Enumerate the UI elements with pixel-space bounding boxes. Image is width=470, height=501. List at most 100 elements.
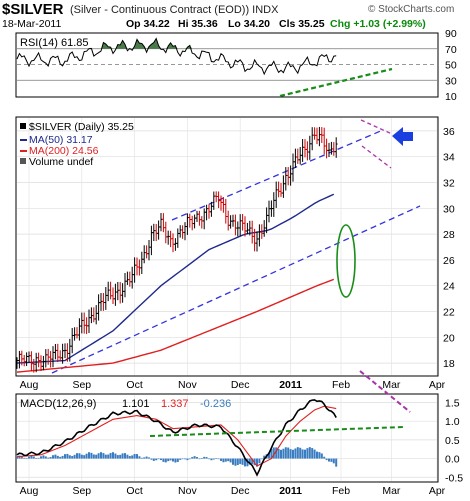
macd-histogram-bar	[256, 458, 258, 467]
macd-histogram-bar	[294, 448, 297, 459]
macd-histogram-bar	[239, 458, 242, 464]
macd-histogram-bar	[210, 458, 213, 461]
price-bars	[15, 126, 338, 373]
macd-histogram-bar	[200, 458, 203, 459]
macd-histogram-bar	[131, 455, 134, 459]
macd-histogram-bar	[292, 449, 294, 459]
macd-histogram-bar	[78, 453, 81, 459]
macd-histogram-bar	[124, 453, 126, 459]
macd-histogram-bar	[311, 448, 314, 459]
macd-histogram-bar	[205, 457, 208, 459]
macd-histogram-bar	[296, 447, 299, 459]
macd-histogram-bar	[155, 458, 158, 461]
price-tick-label: 22	[443, 307, 455, 319]
macd-histogram-bar	[28, 456, 30, 459]
macd-tick-label: 0.0	[445, 454, 460, 466]
price-legend-swatch	[20, 123, 26, 129]
macd-histogram-bar	[56, 455, 59, 459]
macd-histogram-bar	[61, 455, 64, 459]
price-tick-label: 20	[443, 332, 455, 344]
macd-histogram-bar	[102, 453, 105, 459]
macd-histogram-bar	[222, 458, 225, 463]
price-x-tick-label: Nov	[178, 379, 197, 391]
macd-histogram-bar	[90, 452, 93, 459]
macd-histogram-bar	[23, 457, 26, 459]
gap-ellipse	[336, 224, 356, 298]
macd-histogram	[16, 447, 338, 467]
macd-histogram-bar	[25, 458, 28, 459]
macd-histogram-bar	[104, 454, 107, 459]
macd-histogram-bar	[148, 457, 150, 459]
macd-histogram-bar	[152, 458, 155, 461]
macd-histogram-bar	[193, 456, 196, 459]
macd-value: 1.101	[122, 398, 150, 410]
macd-histogram-bar	[157, 458, 160, 460]
rsi-tick-label: 50	[445, 60, 457, 72]
quote-date: 18-Mar-2011	[2, 18, 62, 30]
macd-histogram-bar	[73, 454, 76, 459]
macd-histogram-bar	[335, 458, 338, 467]
macd-histogram-bar	[318, 452, 321, 459]
macd-histogram-bar	[126, 454, 129, 459]
macd-histogram-bar	[263, 455, 266, 459]
macd-x-tick-label: Nov	[178, 485, 197, 497]
macd-histogram-bar	[145, 456, 148, 459]
macd-x-tick-label: Dec	[231, 485, 250, 497]
ma200-legend: MA(200) 24.56	[29, 145, 99, 157]
macd-histogram-bar	[49, 457, 52, 459]
macd-histogram-bar	[236, 458, 239, 466]
price-tick-label: 28	[443, 229, 455, 241]
macd-histogram-bar	[40, 456, 42, 459]
macd-histogram-bar	[330, 458, 333, 462]
macd-tick-label: 0.5	[445, 435, 460, 447]
macd-histogram-bar	[308, 447, 311, 459]
macd-histogram-bar	[241, 458, 244, 465]
volume-legend-swatch	[20, 158, 26, 164]
macd-histogram-bar	[88, 452, 90, 459]
macd-histogram-bar	[212, 458, 215, 460]
macd-histogram-bar	[325, 458, 328, 461]
macd-x-tick-label: Oct	[126, 485, 142, 497]
macd-histogram-bar	[71, 456, 74, 459]
ma50-legend: MA(50) 31.17	[29, 134, 93, 146]
macd-histogram-bar	[167, 458, 170, 462]
macd-histogram-bar	[172, 458, 174, 462]
macd-histogram-bar	[224, 458, 227, 462]
macd-histogram-bar	[119, 454, 122, 459]
macd-histogram-bar	[18, 455, 21, 459]
macd-histogram-bar	[68, 455, 71, 459]
macd-histogram-bar	[287, 447, 290, 459]
flag-top-line	[360, 119, 393, 135]
macd-histogram-bar	[215, 458, 218, 459]
macd-histogram-bar	[140, 457, 143, 459]
price-tick-label: 30	[443, 203, 455, 215]
macd-histogram-bar	[30, 455, 33, 459]
macd-tick-label: 1.5	[445, 397, 460, 409]
price-x-tick-label: Dec	[231, 379, 250, 391]
symbol-title: $SILVER	[2, 1, 64, 18]
price-tick-label: 32	[443, 178, 455, 190]
price-tick-label: 34	[443, 152, 455, 164]
macd-histogram-bar	[128, 456, 131, 459]
macd-histogram-bar	[150, 458, 153, 460]
macd-histogram-bar	[121, 453, 124, 459]
macd-histogram-bar	[191, 457, 194, 459]
macd-histogram-bar	[114, 453, 117, 459]
macd-legend: MACD(12,26,9)	[20, 398, 96, 410]
macd-histogram-bar	[313, 449, 316, 459]
macd-histogram-bar	[280, 449, 282, 459]
macd-histogram-bar	[232, 458, 234, 465]
rsi-tick-label: 70	[445, 44, 457, 56]
macd-histogram-bar	[133, 454, 136, 459]
macd-histogram-bar	[179, 458, 182, 460]
quote-high: Hi 35.36	[178, 18, 218, 30]
price-x-tick-label: Oct	[126, 379, 142, 391]
macd-signal-value: 1.337	[161, 398, 189, 410]
rsi-tick-label: 90	[445, 28, 457, 40]
macd-line	[16, 399, 337, 477]
price-tick-label: 36	[443, 126, 455, 138]
price-x-tick-label: Mar	[382, 379, 401, 391]
chart-header: $SILVER (Silver - Continuous Contract (E…	[0, 0, 470, 32]
macd-histogram-bar	[272, 447, 275, 459]
ma200-line	[16, 278, 335, 373]
